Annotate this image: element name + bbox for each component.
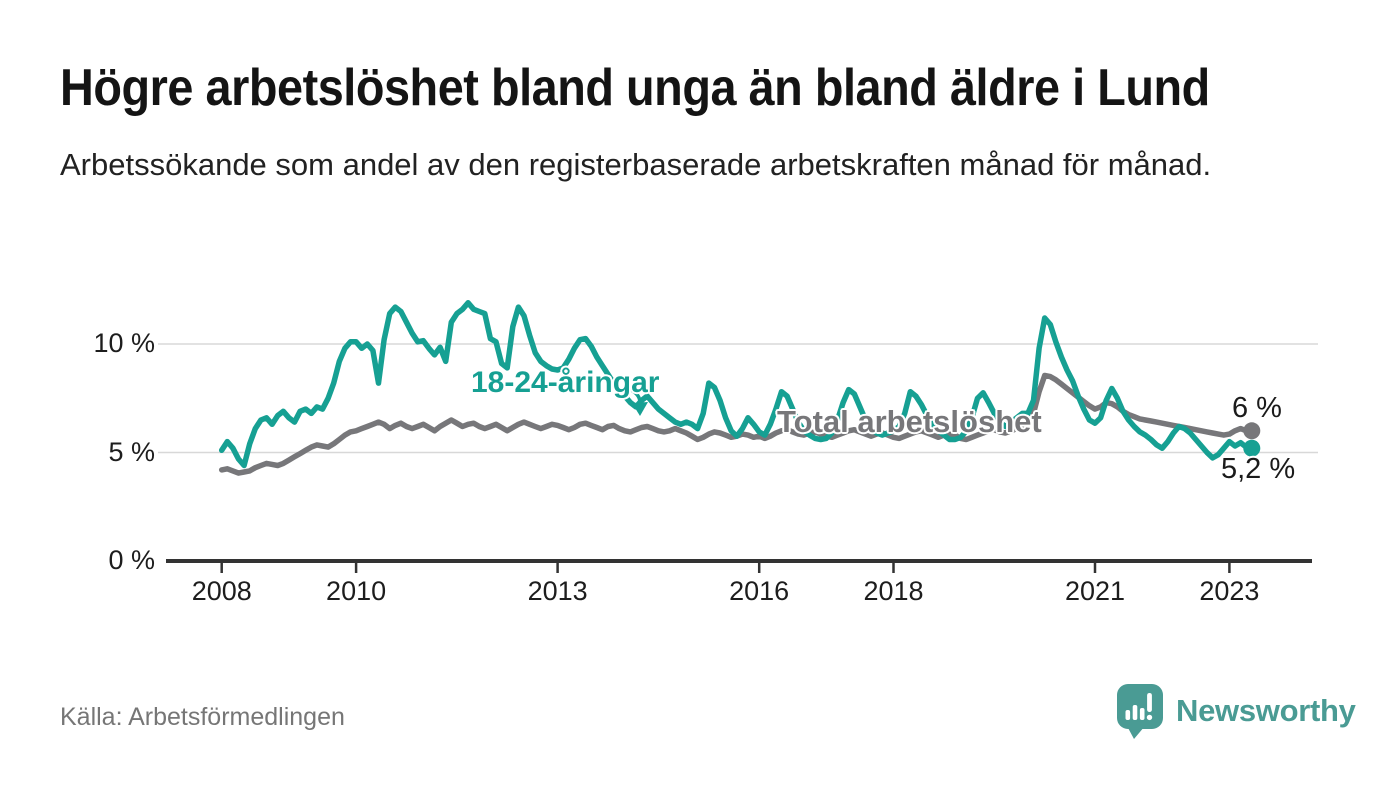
gridlines [158, 343, 1318, 454]
x-tick-label: 2010 [326, 576, 387, 606]
y-tick-label: 0 % [108, 545, 155, 575]
y-tick-label: 10 % [93, 328, 155, 358]
total-series-line [218, 372, 1255, 476]
series-lines [218, 300, 1255, 476]
youth-series-line [218, 300, 1255, 469]
series-end-dots [1243, 422, 1261, 457]
y-tick-label: 5 % [108, 436, 155, 467]
newsworthy-wordmark: Newsworthy [1176, 693, 1356, 728]
chart-subtitle: Arbetssökande som andel av den registerb… [60, 147, 1212, 182]
end-value-label-total: 6 % [1232, 392, 1282, 424]
x-tick-label: 2016 [729, 576, 790, 606]
newsworthy-bubble-chart-icon [1117, 684, 1163, 739]
series-label-total: Total arbetslöshet [777, 404, 1042, 439]
newsworthy-logo: Newsworthy [1114, 682, 1356, 740]
end-value-label-youth: 5,2 % [1221, 453, 1296, 485]
chart-title: Högre arbetslöshet bland unga än bland ä… [60, 59, 1210, 117]
x-tick-label: 2008 [191, 576, 252, 606]
series-label-youth: 18-24-åringar [471, 366, 660, 399]
x-tick-label: 2018 [863, 576, 924, 606]
x-tick-label: 2013 [527, 576, 588, 606]
source-note: Källa: Arbetsförmedlingen [60, 703, 345, 731]
annotation-arrowhead-icon [632, 402, 648, 416]
x-tick-label: 2021 [1064, 576, 1126, 606]
x-tick-label: 2023 [1199, 576, 1260, 606]
x-axis [166, 559, 1312, 573]
